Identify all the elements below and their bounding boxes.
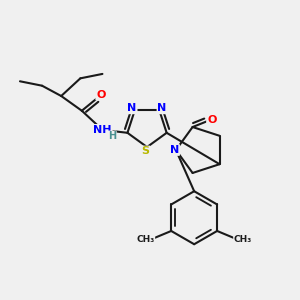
Text: H: H — [108, 131, 116, 141]
Text: O: O — [96, 89, 106, 100]
Text: N: N — [158, 103, 167, 113]
Text: NH: NH — [93, 125, 112, 135]
Text: O: O — [207, 115, 216, 125]
Text: N: N — [128, 103, 136, 113]
Text: CH₃: CH₃ — [136, 235, 155, 244]
Text: S: S — [142, 146, 150, 157]
Text: N: N — [170, 145, 179, 155]
Text: CH₃: CH₃ — [234, 235, 252, 244]
